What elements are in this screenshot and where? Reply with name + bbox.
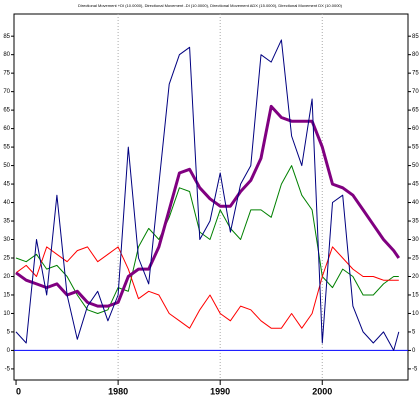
y-tick-label: 50 (3, 163, 10, 169)
y-tick-label: 55 (3, 145, 10, 151)
chart-title: Directional Movement +DI (10.0000), Dire… (78, 3, 343, 8)
y-tick-label: 30 (3, 237, 10, 243)
plot-frame (13, 13, 409, 381)
y-tick-label: 60 (3, 126, 10, 132)
series-line (15, 104, 401, 308)
y-tick-label: 80 (3, 52, 10, 58)
y-tick-label-right: 35 (412, 219, 419, 225)
y-tick-label: 0 (7, 348, 11, 354)
y-tick-label: 20 (3, 274, 10, 280)
x-tick-label: 1980 (108, 386, 128, 396)
y-tick-label-right: 0 (412, 348, 416, 354)
y-tick-label: 85 (3, 34, 10, 40)
y-tick-label-right: 55 (412, 145, 419, 151)
series-line (15, 39, 400, 351)
y-tick-label-right: 70 (412, 89, 419, 95)
y-tick-label: 45 (3, 182, 10, 188)
y-tick-label: 10 (3, 311, 10, 317)
y-tick-label-right: 25 (412, 256, 419, 262)
y-tick-label: 70 (3, 89, 10, 95)
y-tick-label: 15 (3, 293, 10, 299)
y-tick-label: -5 (5, 366, 11, 372)
y-tick-label-right: 10 (412, 311, 419, 317)
series-line (15, 246, 399, 329)
series-line (15, 165, 399, 314)
y-tick-label-right: 75 (412, 71, 419, 77)
y-tick-label-right: 50 (412, 163, 419, 169)
y-tick-label-right: 40 (412, 200, 419, 206)
y-tick-label: 25 (3, 256, 10, 262)
y-tick-label-right: 30 (412, 237, 419, 243)
y-tick-label-right: 85 (412, 34, 419, 40)
y-tick-label: 40 (3, 200, 10, 206)
y-tick-label: 65 (3, 108, 10, 114)
y-tick-label-right: 5 (412, 330, 416, 336)
x-tick-label: 1990 (210, 386, 230, 396)
x-tick-label: 2000 (312, 386, 332, 396)
y-tick-label: 75 (3, 71, 10, 77)
y-tick-label-right: 20 (412, 274, 419, 280)
x-tick-label: 0 (16, 386, 21, 396)
y-tick-label: 5 (7, 330, 11, 336)
y-tick-label-right: 65 (412, 108, 419, 114)
y-tick-label-right: 15 (412, 293, 419, 299)
y-tick-label-right: -5 (412, 366, 418, 372)
y-tick-label: 35 (3, 219, 10, 225)
y-tick-label-right: 45 (412, 182, 419, 188)
y-tick-label-right: 80 (412, 52, 419, 58)
y-tick-label-right: 60 (412, 126, 419, 132)
